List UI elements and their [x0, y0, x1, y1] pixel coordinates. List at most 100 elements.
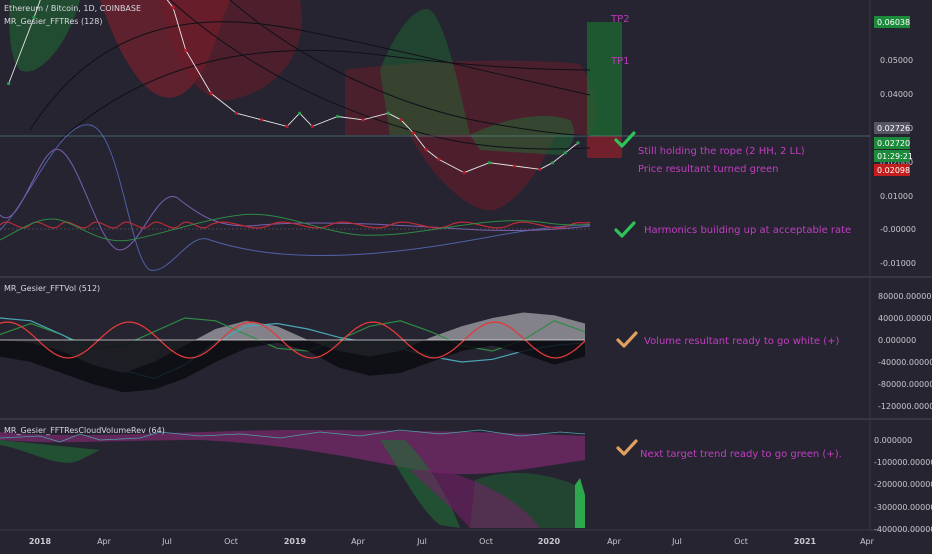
- y-tick-label: -300000.000000: [874, 503, 932, 512]
- check-icon: [616, 331, 638, 348]
- y-tick-label: -0.01000: [880, 259, 916, 268]
- y-tick-label: 0.01000: [880, 192, 913, 201]
- bull-cloud-3: [470, 115, 575, 155]
- x-tick-label: Apr: [607, 537, 622, 546]
- x-tick-label: Oct: [224, 537, 238, 546]
- check-icon: [614, 221, 636, 238]
- price-tag-label: 0.06038: [877, 18, 910, 27]
- bear-cloud-4: [410, 135, 555, 211]
- price-point: [184, 48, 188, 53]
- y-tick-label: -120000.000000: [878, 402, 932, 411]
- cloud-pane[interactable]: MR_Gesier_FFTResCloudVolumeRev (64): [0, 426, 586, 528]
- bull-cloud-2: [380, 9, 470, 135]
- harmonic-purple: [0, 148, 591, 251]
- volume-pane[interactable]: MR_Gesier_FFTVol (512): [0, 284, 586, 393]
- price-pane[interactable]: TP2 TP1 Ethereum / Bitcoin, 1D, COINBASE…: [0, 0, 870, 271]
- x-tick-label: Jul: [671, 537, 682, 546]
- y-tick-label: 80000.000000: [878, 292, 932, 301]
- x-tick-label: 2018: [29, 537, 52, 546]
- price-point: [399, 118, 403, 122]
- vol-layer: [0, 312, 586, 393]
- price-point: [234, 111, 238, 115]
- check-icon: [616, 439, 638, 456]
- price-point: [7, 81, 11, 86]
- price-line-layer: [7, 0, 580, 175]
- indicator-label-volume: MR_Gesier_FFTVol (512): [4, 284, 100, 293]
- x-tick-label: Jul: [416, 537, 427, 546]
- annotation-text: Harmonics building up at acceptable rate: [644, 225, 851, 236]
- y-tick-label: -80000.000000: [878, 380, 932, 389]
- price-tags: 0.06038 0.02726 0.02720 01:29:21 0.02098: [874, 16, 913, 176]
- price-point: [310, 124, 314, 128]
- cloud-green-3: [0, 440, 100, 463]
- price-point: [437, 157, 441, 161]
- annotations: Still holding the rope (2 HH, 2 LL) Price…: [614, 131, 851, 460]
- stop-zone: [587, 136, 622, 158]
- price-tag-label: 0.02720: [877, 139, 910, 148]
- price-tag: [874, 150, 910, 162]
- cloud-magenta-2: [410, 470, 540, 528]
- price-point: [285, 124, 289, 128]
- annotation-text: Still holding the rope (2 HH, 2 LL): [638, 146, 805, 157]
- y-tick-label: 0.000000: [878, 336, 916, 345]
- volume-area: [0, 340, 585, 393]
- price-point: [209, 91, 213, 95]
- price-point: [563, 151, 567, 155]
- annotation-text: Volume resultant ready to go white (+): [644, 336, 840, 347]
- price-point: [260, 118, 264, 122]
- price-tag: [874, 122, 910, 134]
- x-tick-label: Apr: [97, 537, 112, 546]
- cloud-magenta: [0, 430, 585, 475]
- bull-cloud-1: [9, 0, 80, 72]
- x-tick-label: Jul: [161, 537, 172, 546]
- price-point: [551, 161, 555, 165]
- price-point: [32, 15, 36, 20]
- annotation-text: Price resultant turned green: [638, 164, 779, 175]
- price-point: [171, 6, 175, 10]
- price-point: [361, 118, 365, 122]
- x-tick-label: 2021: [794, 537, 817, 546]
- price-point: [336, 114, 340, 119]
- x-axis[interactable]: 2018 Apr Jul Oct 2019 Apr Jul Oct 2020 Apr Jul Oct 2…: [29, 537, 875, 546]
- x-tick-label: Apr: [860, 537, 875, 546]
- y-tick-label: -0.00000: [880, 225, 916, 234]
- cloud-green-1: [380, 440, 460, 528]
- harmonic-blue: [0, 124, 591, 271]
- y-tick-label: 40000.000000: [878, 314, 932, 323]
- price-point: [411, 131, 416, 135]
- x-tick-label: 2019: [284, 537, 307, 546]
- indicator-label-price: MR_Gesier_FFTRes (128): [4, 17, 102, 26]
- price-point: [386, 111, 390, 115]
- price-point: [424, 147, 428, 152]
- harmonic-green: [0, 213, 591, 242]
- y-tick-label: -200000.000000: [874, 480, 932, 489]
- cloud-spike: [575, 478, 585, 528]
- y-tick-label: 0.000000: [874, 436, 912, 445]
- price-point: [576, 141, 580, 145]
- x-tick-label: Oct: [479, 537, 493, 546]
- y-tick-label: 0.04000: [880, 90, 913, 99]
- price-point: [298, 111, 302, 115]
- price-point: [513, 164, 517, 168]
- price-tag: [874, 137, 910, 149]
- indicator-label-cloud: MR_Gesier_FFTResCloudVolumeRev (64): [4, 426, 165, 435]
- curve-2: [59, 49, 591, 141]
- bear-cloud-2: [160, 0, 302, 101]
- price-tag-label: 0.02726: [877, 124, 910, 133]
- y-tick-label: -100000.000000: [874, 458, 932, 467]
- curve-4: [169, 0, 591, 150]
- x-tick-label: 2020: [538, 537, 561, 546]
- price-tag: [874, 16, 910, 28]
- price-point: [538, 167, 542, 171]
- harmonic-red: [0, 221, 591, 229]
- cloud-line: [0, 429, 586, 443]
- y-tick-label: -40000.000000: [878, 358, 932, 367]
- volume-resultant-line: [0, 321, 586, 359]
- check-icon: [614, 131, 636, 148]
- price-point: [487, 161, 491, 165]
- curve-1: [29, 21, 591, 131]
- x-tick-label: Oct: [734, 537, 748, 546]
- target-label-tp1: TP1: [610, 56, 630, 67]
